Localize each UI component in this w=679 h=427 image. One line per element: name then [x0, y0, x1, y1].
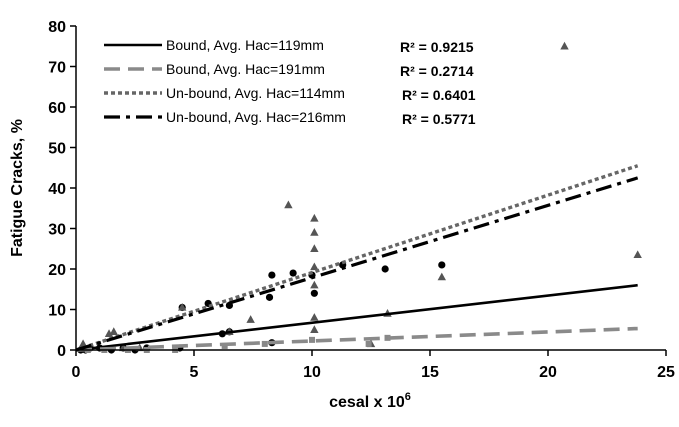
x-axis-title-text: cesal x 10	[329, 394, 405, 411]
x-tick-label: 10	[303, 364, 321, 381]
data-point-square	[365, 340, 372, 347]
data-point-circle	[268, 271, 276, 279]
data-point-circle	[289, 269, 297, 277]
data-point-triangle	[310, 228, 319, 236]
data-point-triangle	[109, 327, 118, 335]
data-point-triangle	[310, 244, 319, 252]
y-tick-label: 0	[57, 343, 66, 360]
x-tick-label: 5	[190, 364, 199, 381]
y-axis-title: Fatigue Cracks, %	[9, 119, 26, 257]
x-tick-label: 15	[421, 364, 439, 381]
trendline	[75, 176, 639, 352]
r-squared-label: R² = 0.9215	[400, 39, 474, 55]
data-point-square	[261, 340, 268, 347]
trendlines	[75, 164, 639, 352]
data-point-triangle	[310, 280, 319, 289]
data-point-triangle	[560, 41, 569, 50]
data-point-circle	[310, 289, 318, 297]
y-tick-label: 20	[48, 262, 66, 279]
data-point-triangle	[633, 250, 642, 259]
legend-label: Un-bound, Avg. Hac=216mm	[166, 109, 346, 125]
x-axis-title: cesal x 106	[329, 391, 411, 411]
trendline	[75, 326, 638, 352]
data-point-triangle	[310, 325, 319, 333]
x-tick-label: 20	[539, 364, 557, 381]
data-marks	[77, 41, 642, 354]
r-squared-label: R² = 0.5771	[402, 111, 476, 127]
legend-label: Bound, Avg. Hac=191mm	[166, 61, 325, 77]
data-point-circle	[265, 293, 274, 301]
legend-label: Un-bound, Avg. Hac=114mm	[166, 85, 345, 101]
data-point-triangle	[437, 272, 446, 281]
y-axis-ticks: 0 10 20 30 40 50 60 70 80	[48, 19, 76, 360]
y-tick-label: 60	[48, 100, 66, 117]
legend: Bound, Avg. Hac=119mm R² = 0.9215 Bound, A…	[104, 37, 476, 127]
y-tick-label: 10	[48, 303, 66, 320]
x-tick-label: 0	[72, 364, 81, 381]
y-tick-label: 50	[48, 141, 66, 158]
trendline	[75, 164, 639, 352]
data-point-triangle	[246, 315, 255, 323]
data-point-triangle	[284, 200, 293, 209]
r-squared-label: R² = 0.6401	[402, 87, 476, 103]
data-point-circle	[381, 265, 389, 273]
y-tick-label: 40	[48, 181, 66, 198]
legend-label: Bound, Avg. Hac=119mm	[166, 37, 324, 53]
x-axis-title-superscript: 6	[405, 391, 411, 403]
x-axis-ticks: 0 5 10 15 20 25	[72, 350, 675, 381]
trendline	[75, 283, 638, 352]
data-point-triangle	[178, 302, 187, 311]
y-tick-label: 70	[48, 60, 66, 77]
data-point-circle	[438, 261, 446, 269]
data-point-triangle	[310, 313, 319, 321]
data-point-square	[384, 334, 391, 341]
y-tick-label: 30	[48, 222, 66, 239]
data-point-square	[309, 336, 315, 343]
x-tick-label: 25	[657, 364, 675, 381]
data-point-triangle	[310, 213, 319, 222]
y-tick-label: 80	[48, 19, 66, 36]
data-point-triangle	[310, 262, 319, 271]
r-squared-label: R² = 0.2714	[400, 63, 474, 79]
data-point-triangle	[104, 329, 114, 337]
